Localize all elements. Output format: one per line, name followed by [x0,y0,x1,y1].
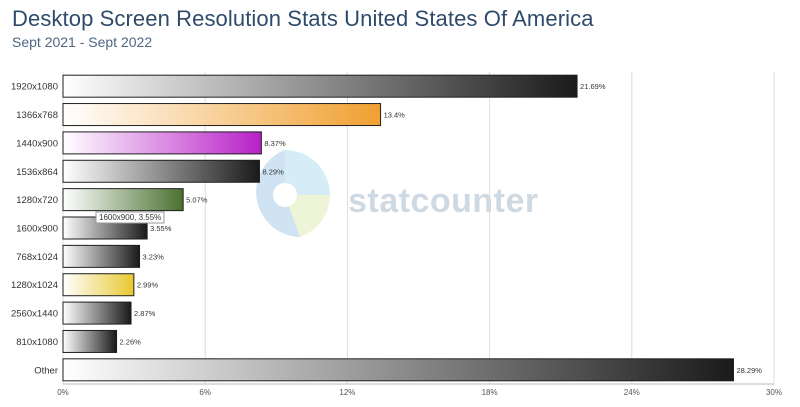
category-label: 1280x1024 [11,280,58,291]
value-label: 8.37% [264,139,286,148]
value-label: 2.26% [120,337,142,346]
category-label: 1536x864 [16,167,58,178]
statcounter-text: statcounter [348,182,539,220]
x-tick-label: 12% [339,388,355,397]
bar[interactable] [62,131,262,155]
tooltip-text: 1600x900, 3.55% [99,213,161,222]
x-tick-label: 30% [766,388,782,397]
x-tick-label: 18% [482,388,498,397]
bar[interactable] [62,301,132,325]
value-label: 28.29% [736,366,762,375]
bar[interactable] [62,103,382,127]
bar[interactable] [62,329,118,353]
chart-title: Desktop Screen Resolution Stats United S… [12,6,594,31]
category-label: 768x1024 [16,252,58,263]
category-label: 1920x1080 [11,82,58,93]
category-label: 2560x1440 [11,309,58,320]
bar[interactable] [62,74,578,98]
x-tick-label: 6% [199,388,211,397]
bar[interactable] [62,244,141,268]
category-label: 1600x900 [16,224,58,235]
x-tick-label: 24% [624,388,640,397]
bar[interactable] [62,159,260,183]
category-label: 1366x768 [16,110,58,121]
statcounter-watermark: statcounter [256,150,539,237]
category-label: 1440x900 [16,138,58,149]
bar[interactable] [62,188,184,212]
value-label: 2.99% [137,281,159,290]
statcounter-logo-icon [256,150,330,237]
value-label: 3.23% [143,252,165,261]
bar[interactable] [62,358,734,382]
category-label: 1280x720 [16,195,58,206]
value-label: 13.4% [384,111,406,120]
category-label: 810x1080 [16,337,58,348]
value-label: 5.07% [186,196,208,205]
value-label: 2.87% [134,309,156,318]
chart-subtitle: Sept 2021 - Sept 2022 [12,34,153,50]
x-tick-label: 0% [57,388,69,397]
tooltip: 1600x900, 3.55% [95,211,165,224]
value-label: 3.55% [150,224,172,233]
category-label: Other [34,365,58,376]
value-label: 8.29% [262,167,284,176]
bar[interactable] [62,273,135,297]
value-label: 21.69% [580,82,606,91]
